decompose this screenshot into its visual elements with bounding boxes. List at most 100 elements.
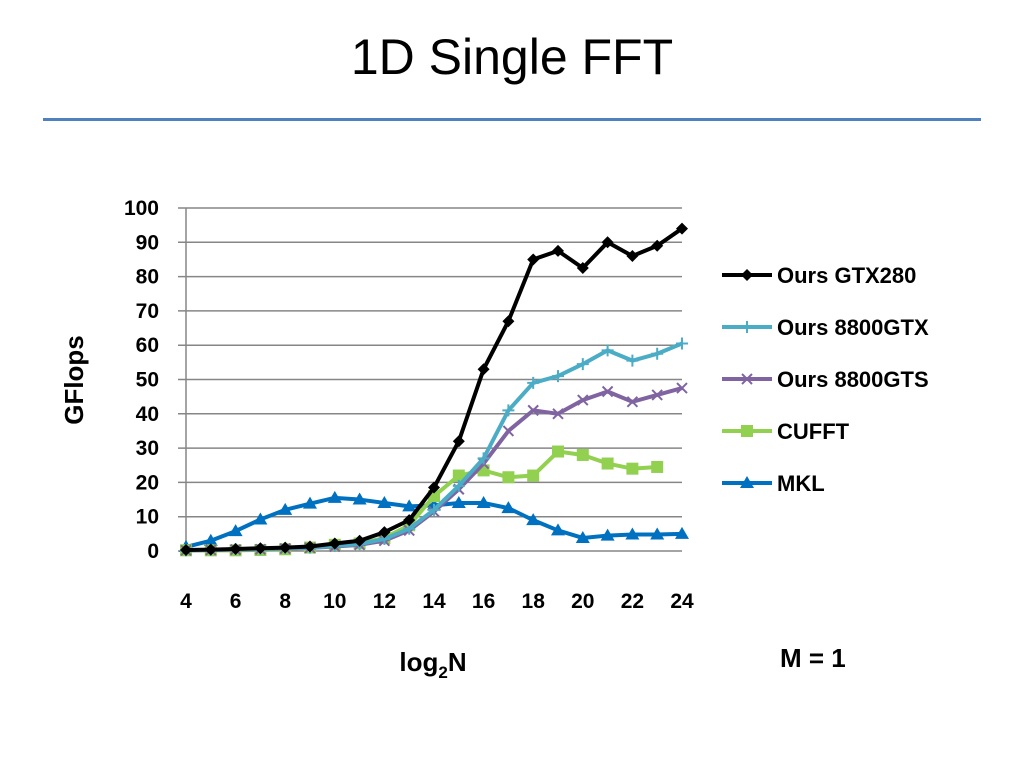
data-point bbox=[502, 425, 515, 437]
data-point bbox=[403, 514, 416, 527]
y-tick-label: 10 bbox=[136, 506, 159, 529]
data-point bbox=[625, 527, 640, 540]
y-tick-label: 50 bbox=[136, 369, 159, 392]
x-axis-title: log2N bbox=[399, 647, 466, 682]
data-point bbox=[501, 501, 516, 514]
data-point bbox=[526, 513, 541, 526]
data-point bbox=[203, 533, 218, 546]
data-point bbox=[476, 495, 491, 508]
data-point bbox=[626, 354, 639, 367]
data-point bbox=[651, 389, 663, 401]
data-point bbox=[676, 222, 688, 235]
data-point bbox=[527, 469, 540, 482]
data-point bbox=[428, 503, 440, 516]
data-point bbox=[626, 396, 639, 408]
legend-label: CUFFT bbox=[777, 419, 850, 444]
data-point bbox=[477, 452, 490, 465]
y-tick-label: 0 bbox=[147, 540, 159, 563]
y-tick-label: 20 bbox=[136, 471, 159, 494]
legend-label: MKL bbox=[777, 471, 825, 496]
legend: Ours GTX280 Ours 8800GTX Ours 8800GTS CUFFT… bbox=[722, 263, 929, 496]
x-tick-label: 6 bbox=[230, 590, 242, 613]
x-tick-label: 14 bbox=[422, 590, 446, 613]
legend-marker bbox=[741, 269, 753, 281]
data-point bbox=[402, 499, 417, 512]
title-divider bbox=[43, 118, 981, 121]
legend-label: Ours 8800GTS bbox=[777, 367, 929, 392]
data-point bbox=[651, 460, 664, 473]
y-tick-labels: 0 10 20 30 40 50 60 70 80 90 100 bbox=[124, 197, 159, 563]
data-point bbox=[328, 537, 341, 550]
data-point bbox=[651, 347, 664, 360]
data-point bbox=[601, 457, 614, 470]
data-point bbox=[304, 540, 316, 553]
legend-entry: Ours 8800GTX bbox=[722, 315, 929, 340]
data-point bbox=[502, 404, 515, 417]
data-point bbox=[353, 534, 366, 547]
legend-marker bbox=[740, 476, 754, 488]
series-lines bbox=[179, 222, 689, 557]
data-point bbox=[502, 315, 515, 328]
slide-title: 1D Single FFT bbox=[350, 29, 674, 85]
data-point bbox=[228, 524, 243, 537]
data-point bbox=[327, 490, 342, 503]
x-tick-label: 8 bbox=[279, 590, 291, 613]
data-point bbox=[477, 363, 490, 376]
data-point bbox=[651, 239, 664, 252]
data-point bbox=[527, 253, 540, 266]
data-point bbox=[626, 462, 639, 475]
data-point bbox=[180, 543, 192, 556]
data-point bbox=[279, 541, 292, 554]
x-tick-label: 10 bbox=[323, 590, 346, 613]
legend-entry: Ours 8800GTS bbox=[722, 367, 929, 392]
data-point bbox=[676, 337, 688, 350]
y-tick-label: 100 bbox=[124, 197, 159, 220]
y-tick-label: 30 bbox=[136, 437, 159, 460]
data-point bbox=[552, 445, 564, 458]
data-point bbox=[551, 523, 565, 536]
x-tick-labels: 4 6 8 10 12 14 16 18 20 22 24 bbox=[180, 590, 694, 613]
data-point bbox=[254, 542, 267, 555]
data-point bbox=[576, 448, 589, 461]
data-point bbox=[576, 358, 589, 371]
data-point bbox=[600, 528, 615, 541]
data-point bbox=[428, 481, 440, 494]
legend-entry: MKL bbox=[722, 471, 825, 496]
x-tick-label: 4 bbox=[180, 590, 192, 613]
y-tick-label: 40 bbox=[136, 403, 159, 426]
data-point bbox=[552, 244, 564, 257]
data-point bbox=[650, 527, 665, 540]
data-point bbox=[575, 530, 590, 543]
data-point bbox=[527, 404, 539, 417]
data-point bbox=[502, 471, 515, 484]
data-point bbox=[552, 370, 564, 383]
data-point bbox=[452, 435, 465, 448]
data-point bbox=[552, 408, 564, 420]
x-axis-title-main: log bbox=[399, 647, 438, 677]
x-tick-label: 18 bbox=[522, 590, 546, 613]
data-point bbox=[675, 526, 689, 539]
data-point bbox=[577, 394, 589, 406]
x-tick-label: 20 bbox=[571, 590, 594, 613]
batch-size-note: M = 1 bbox=[780, 643, 846, 673]
legend-marker bbox=[741, 321, 753, 333]
legend-marker bbox=[741, 425, 753, 437]
legend-label: Ours GTX280 bbox=[777, 263, 916, 288]
data-point bbox=[204, 543, 217, 556]
x-tick-label: 24 bbox=[670, 590, 694, 613]
x-axis-title-subscript: 2 bbox=[438, 663, 447, 682]
data-point bbox=[229, 542, 242, 555]
data-point bbox=[303, 496, 317, 509]
data-point bbox=[676, 382, 688, 394]
data-point bbox=[451, 495, 466, 508]
data-point bbox=[527, 376, 540, 389]
data-point bbox=[601, 385, 614, 398]
x-axis-title-tail: N bbox=[448, 647, 467, 677]
y-tick-label: 90 bbox=[136, 231, 159, 254]
y-tick-label: 80 bbox=[136, 266, 159, 289]
y-axis-title: GFlops bbox=[59, 335, 89, 425]
data-point bbox=[377, 495, 392, 508]
data-point bbox=[378, 526, 391, 539]
x-tick-label: 12 bbox=[373, 590, 396, 613]
